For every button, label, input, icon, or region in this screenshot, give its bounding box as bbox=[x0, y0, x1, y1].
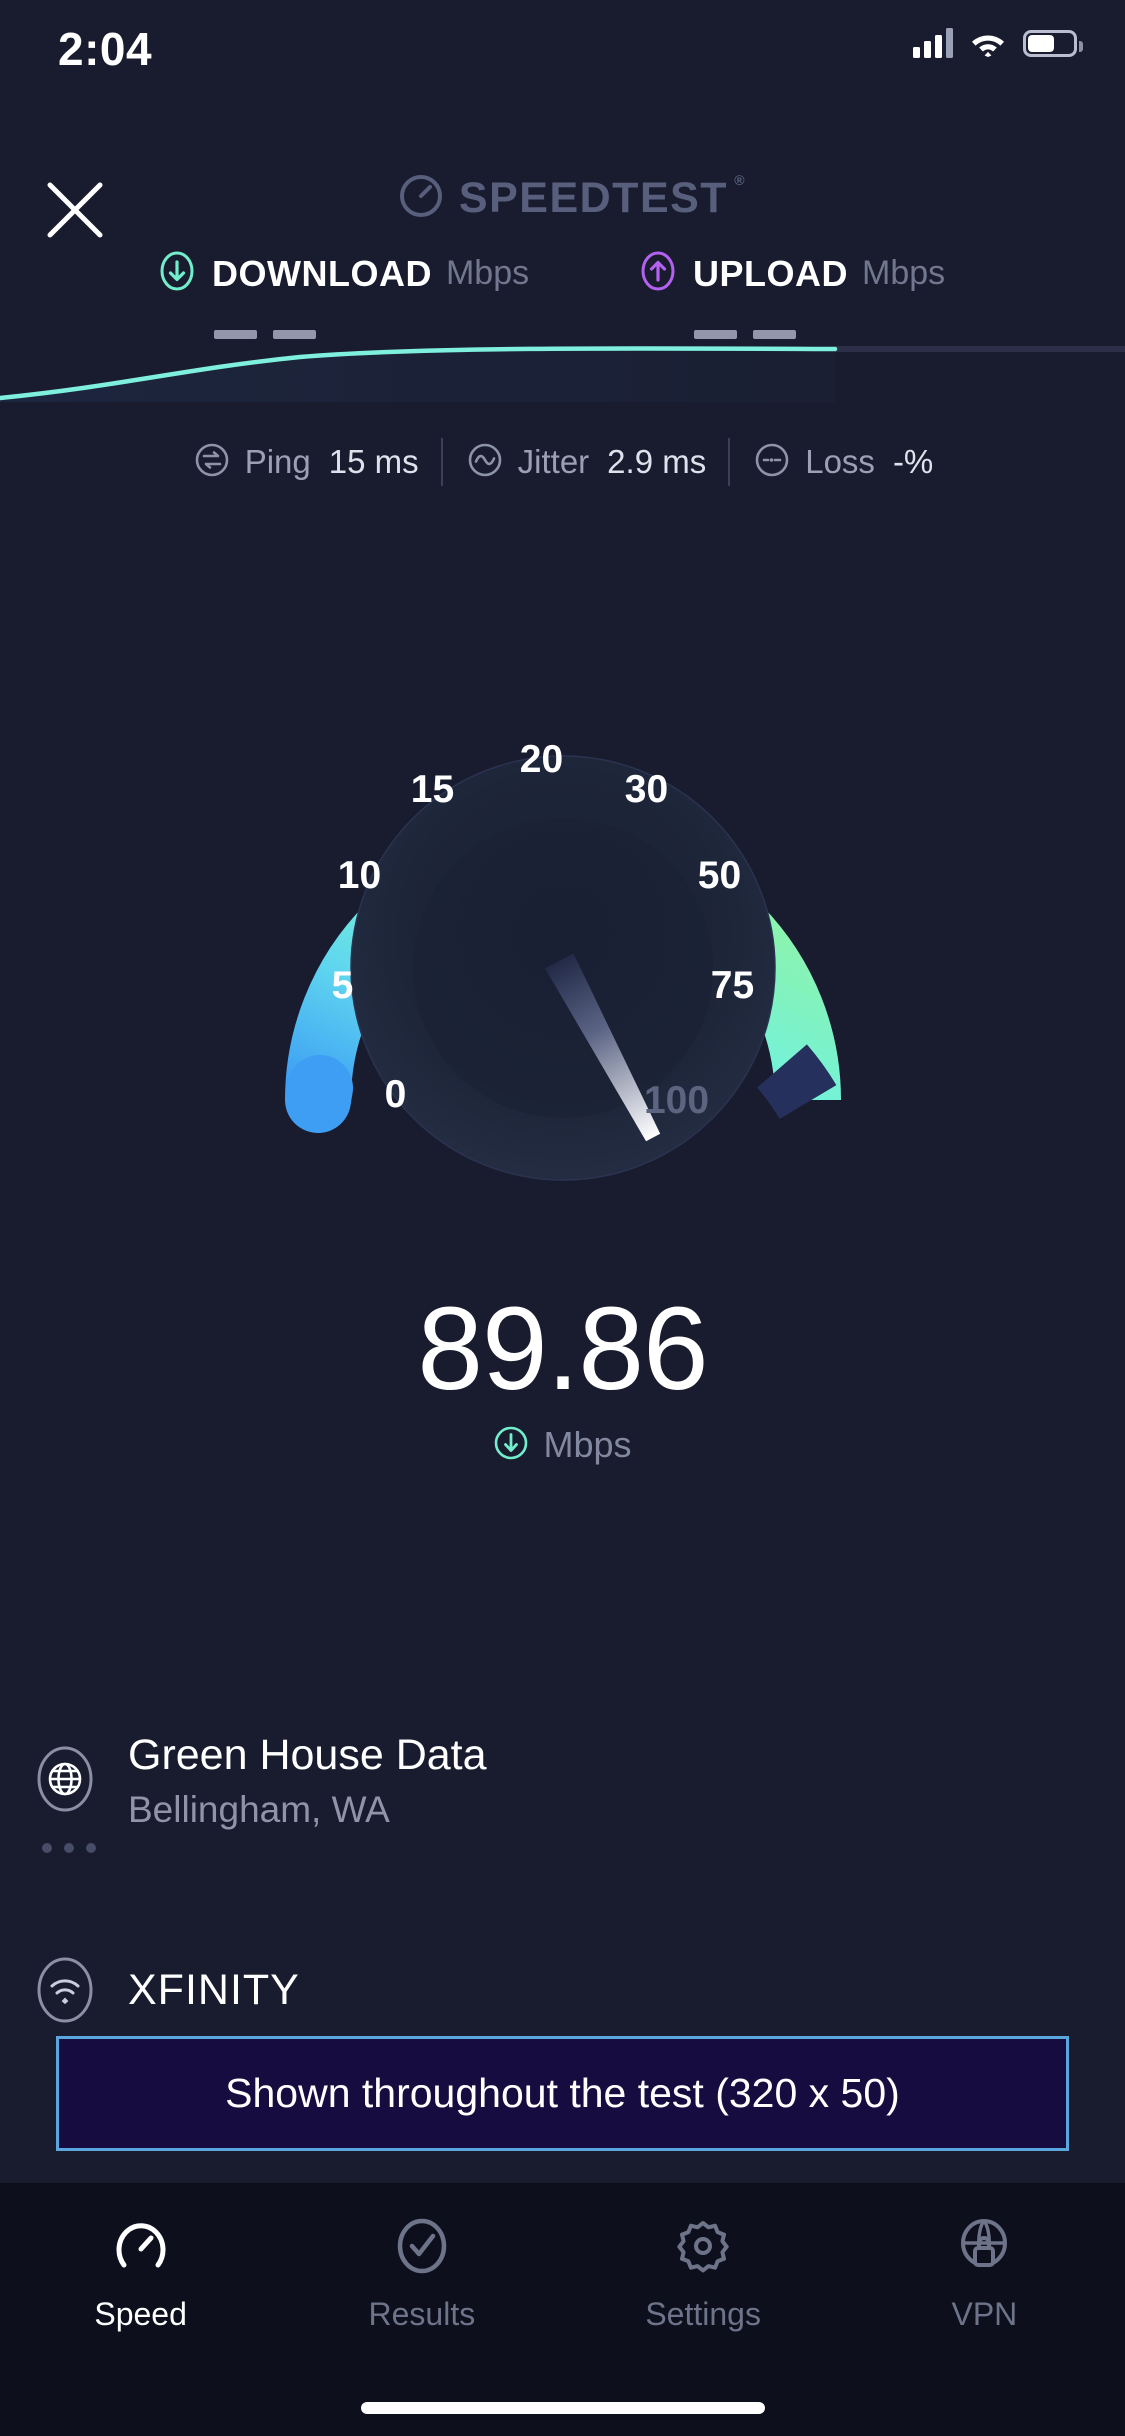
speedometer-icon bbox=[397, 172, 445, 225]
download-metric-header[interactable]: DOWNLOAD Mbps bbox=[156, 250, 529, 297]
server-location: Bellingham, WA bbox=[128, 1788, 390, 1830]
jitter-icon bbox=[465, 440, 505, 485]
loss-metric: Loss -% bbox=[730, 440, 955, 485]
tab-results[interactable]: Results bbox=[281, 2215, 562, 2333]
download-unit: Mbps bbox=[445, 254, 530, 292]
brand-title: SPEEDTEST bbox=[459, 172, 746, 223]
jitter-metric: Jitter 2.9 ms bbox=[443, 440, 729, 485]
check-circle-icon bbox=[391, 2215, 453, 2282]
ad-banner[interactable]: Shown throughout the test (320 x 50) bbox=[56, 2036, 1069, 2151]
upload-metric-header[interactable]: UPLOAD Mbps bbox=[637, 250, 945, 297]
tab-label-settings: Settings bbox=[645, 2296, 761, 2332]
gauge-tick-15: 15 bbox=[410, 768, 455, 811]
gauge-tick-75: 75 bbox=[710, 964, 755, 1007]
metrics-header-row: DOWNLOAD Mbps UPLOAD Mbps bbox=[0, 250, 1125, 310]
server-name: Green House Data bbox=[128, 1731, 487, 1779]
cellular-signal-icon bbox=[913, 28, 953, 58]
loss-label: Loss bbox=[805, 443, 875, 480]
gauge-tick-30: 30 bbox=[624, 768, 669, 811]
metric-divider bbox=[440, 438, 443, 486]
upload-value-placeholder bbox=[694, 330, 796, 339]
gauge-tick-50: 50 bbox=[697, 854, 742, 897]
isp-name: XFINITY bbox=[128, 1965, 300, 2014]
loss-icon bbox=[752, 440, 792, 485]
wifi-icon bbox=[969, 29, 1007, 57]
tab-label-speed: Speed bbox=[94, 2296, 187, 2332]
ping-value: 15 ms bbox=[328, 443, 419, 480]
gauge-tick-5: 5 bbox=[331, 964, 354, 1007]
loss-value: -% bbox=[892, 443, 934, 480]
ping-metric: Ping 15 ms bbox=[170, 440, 441, 485]
arrow-down-circle-icon bbox=[156, 250, 198, 297]
jitter-value: 2.9 ms bbox=[607, 443, 707, 480]
globe-icon bbox=[30, 1744, 100, 1814]
close-icon bbox=[47, 182, 103, 238]
gauge-tick-0: 0 bbox=[384, 1073, 407, 1116]
gauge-tick-20: 20 bbox=[519, 738, 564, 781]
tab-label-results: Results bbox=[368, 2296, 476, 2332]
status-bar-time: 2:04 bbox=[58, 23, 153, 75]
tab-label-vpn: VPN bbox=[951, 2296, 1018, 2332]
gauge-tick-100: 100 bbox=[643, 1079, 710, 1122]
app-brand: SPEEDTEST bbox=[0, 172, 1125, 225]
ping-jitter-loss-row: Ping 15 ms Jitter 2.9 ms Lo bbox=[0, 434, 1125, 490]
ping-icon bbox=[192, 440, 232, 485]
ad-banner-text: Shown throughout the test (320 x 50) bbox=[225, 2070, 900, 2116]
tab-speed[interactable]: Speed bbox=[0, 2215, 281, 2333]
arrow-down-circle-icon bbox=[493, 1425, 529, 1466]
speedometer-icon bbox=[110, 2215, 172, 2282]
metric-divider bbox=[728, 438, 731, 486]
tab-settings[interactable]: Settings bbox=[563, 2215, 844, 2333]
battery-icon bbox=[1023, 29, 1083, 57]
gear-icon bbox=[672, 2215, 734, 2282]
speed-readout: 89.86 Mbps bbox=[213, 1290, 913, 1466]
metrics-value-row bbox=[0, 330, 1125, 370]
server-row[interactable]: Green House Data Bellingham, WA bbox=[30, 1730, 487, 1831]
wifi-icon bbox=[30, 1955, 100, 2025]
speed-unit-label: Mbps bbox=[543, 1424, 632, 1465]
speed-value: 89.86 bbox=[417, 1283, 708, 1415]
more-dots-icon[interactable] bbox=[42, 1843, 96, 1853]
speed-gauge: 0 5 10 15 20 30 50 75 100 bbox=[263, 668, 863, 1181]
status-bar-icons bbox=[913, 28, 1083, 58]
upload-unit: Mbps bbox=[862, 254, 946, 292]
throughput-line-chart bbox=[0, 322, 1125, 402]
jitter-label: Jitter bbox=[517, 443, 590, 480]
ping-label: Ping bbox=[244, 443, 311, 480]
status-bar: 2:04 bbox=[0, 0, 1125, 100]
home-indicator bbox=[360, 2402, 765, 2414]
arrow-up-circle-icon bbox=[637, 250, 679, 297]
globe-lock-icon bbox=[953, 2215, 1015, 2282]
speed-unit-row: Mbps bbox=[213, 1424, 913, 1466]
bottom-tab-bar: Speed Results Settings bbox=[0, 2183, 1125, 2436]
gauge-tick-10: 10 bbox=[337, 854, 382, 897]
upload-label: UPLOAD bbox=[693, 252, 848, 294]
download-label: DOWNLOAD bbox=[212, 252, 432, 294]
close-button[interactable] bbox=[40, 175, 110, 245]
isp-row[interactable]: XFINITY bbox=[30, 1955, 300, 2025]
download-value-placeholder bbox=[214, 330, 316, 339]
tab-vpn[interactable]: VPN bbox=[844, 2215, 1125, 2333]
